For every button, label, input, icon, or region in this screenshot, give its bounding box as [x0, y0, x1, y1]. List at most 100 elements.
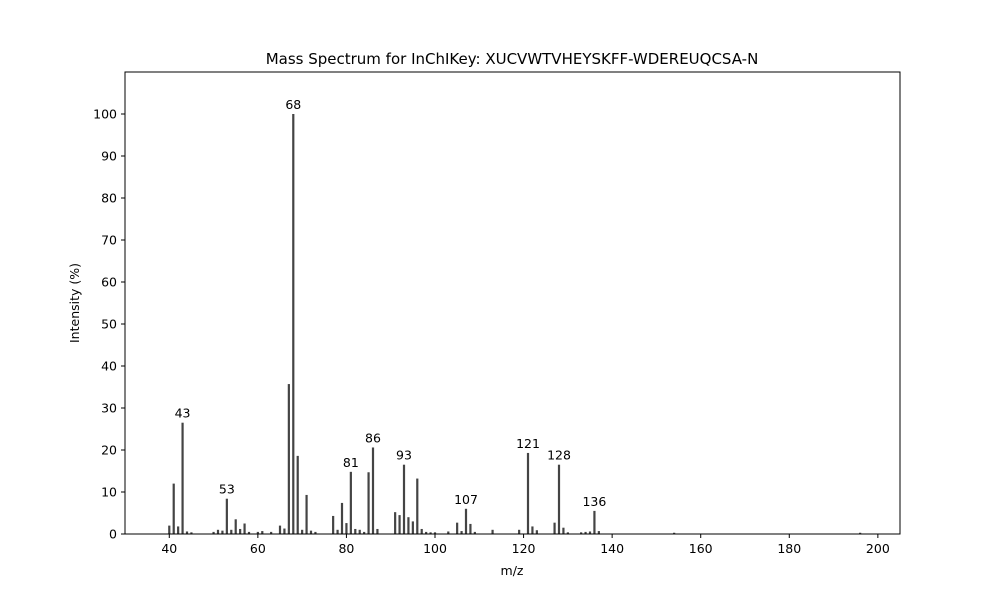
spectrum-bar	[402, 464, 406, 534]
spectrum-bar	[296, 455, 299, 534]
peak-label: 53	[219, 482, 235, 497]
spectrum-bar	[305, 494, 308, 534]
spectrum-bar	[407, 517, 410, 534]
spectrum-bar	[332, 515, 335, 534]
spectrum-bar	[473, 531, 476, 534]
spectrum-bar	[371, 447, 375, 534]
spectrum-bar	[336, 529, 339, 534]
spectrum-bar	[234, 519, 237, 534]
y-tick-label: 70	[101, 233, 117, 248]
y-tick-label: 90	[101, 149, 117, 164]
x-axis-label: m/z	[501, 563, 524, 578]
spectrum-bar	[287, 384, 290, 534]
spectrum-bar	[190, 532, 193, 534]
y-tick-label: 50	[101, 317, 117, 332]
peak-label: 43	[175, 406, 191, 421]
x-tick-label: 160	[689, 541, 713, 556]
spectrum-bar	[425, 531, 428, 534]
peak-label: 107	[454, 492, 478, 507]
spectrum-bar	[526, 452, 530, 534]
spectrum-bar	[580, 532, 583, 534]
spectrum-bar	[349, 471, 352, 534]
spectrum-bar	[535, 530, 538, 534]
spectrum-bar	[557, 464, 561, 534]
spectrum-bar	[301, 529, 304, 534]
spectrum-bar	[181, 422, 184, 534]
spectrum-bar	[172, 483, 175, 534]
peak-label: 81	[343, 455, 359, 470]
y-tick-label: 20	[101, 443, 117, 458]
x-tick-label: 60	[250, 541, 266, 556]
spectrum-bar	[185, 531, 189, 534]
peak-label: 68	[285, 97, 301, 112]
x-tick-label: 120	[512, 541, 536, 556]
spectrum-bar	[239, 528, 242, 534]
x-tick-label: 100	[423, 541, 447, 556]
spectrum-bar	[518, 529, 521, 534]
spectrum-bar	[597, 531, 600, 534]
spectrum-bar	[363, 531, 366, 534]
spectrum-bar	[230, 529, 233, 534]
spectrum-bar	[460, 531, 463, 534]
spectrum-bar	[588, 531, 592, 534]
peak-label: 86	[365, 430, 381, 445]
x-tick-label: 40	[161, 541, 177, 556]
peak-label: 121	[516, 436, 540, 451]
spectrum-bar	[340, 502, 344, 534]
spectrum-bar	[673, 532, 676, 534]
x-tick-label: 140	[600, 541, 624, 556]
spectrum-bar	[469, 523, 472, 534]
peak-label: 93	[396, 448, 412, 463]
y-tick-label: 30	[101, 401, 117, 416]
peak-label: 136	[582, 494, 606, 509]
y-axis-label: Intensity (%)	[67, 263, 82, 343]
spectrum-bar	[367, 472, 370, 534]
spectrum-bar	[314, 531, 317, 534]
spectrum-bar	[168, 525, 171, 534]
spectrum-bar	[221, 530, 224, 534]
x-tick-label: 200	[866, 541, 890, 556]
x-tick-label: 80	[338, 541, 354, 556]
chart-title: Mass Spectrum for InChIKey: XUCVWTVHEYSK…	[266, 50, 759, 68]
x-tick-label: 180	[777, 541, 801, 556]
spectrum-bar	[411, 521, 414, 534]
x-axis-ticks: 40 60 80 100 120 140 160 180 200	[161, 534, 890, 556]
spectrum-bar	[447, 531, 450, 534]
spectrum-bar	[358, 529, 361, 534]
spectrum-bar	[376, 528, 379, 534]
spectrum-bar	[416, 478, 419, 534]
spectrum-bar	[531, 526, 534, 534]
spectrum-bar	[345, 523, 348, 534]
spectrum-bar	[292, 114, 295, 534]
peak-label: 128	[547, 448, 571, 463]
spectrum-bar	[566, 532, 569, 534]
y-axis-ticks: 0 10 20 30 40 50 60 70 80 90 100	[93, 107, 125, 542]
spectrum-bar	[859, 532, 862, 534]
spectrum-bar	[261, 531, 264, 534]
y-tick-label: 40	[101, 359, 117, 374]
spectrum-bar	[212, 531, 215, 534]
peak-label-group: 43 53 68 81 86 93 107 121 128 136	[175, 97, 607, 509]
spectrum-bar	[429, 532, 432, 534]
spectrum-bar	[456, 522, 459, 534]
y-tick-label: 100	[93, 107, 117, 122]
spectrum-bar	[256, 531, 259, 534]
spectrum-bar	[398, 515, 401, 534]
spectrum-bar	[464, 508, 468, 534]
spectrum-bar	[243, 523, 246, 534]
spectrum-bar	[553, 522, 556, 534]
spectrum-bar	[278, 525, 282, 534]
spectrum-bar	[584, 531, 587, 534]
y-tick-label: 80	[101, 191, 117, 206]
plot-area-frame	[124, 71, 901, 535]
y-tick-label: 0	[109, 527, 117, 542]
y-tick-label: 60	[101, 275, 117, 290]
spectrum-bar	[225, 498, 228, 534]
spectrum-bar	[216, 529, 220, 534]
spectrum-bar	[491, 529, 494, 534]
spectrum-bar	[593, 510, 596, 534]
spectrum-bar	[283, 528, 286, 534]
spectrum-bar	[309, 530, 313, 534]
spectrum-bar	[420, 528, 423, 534]
